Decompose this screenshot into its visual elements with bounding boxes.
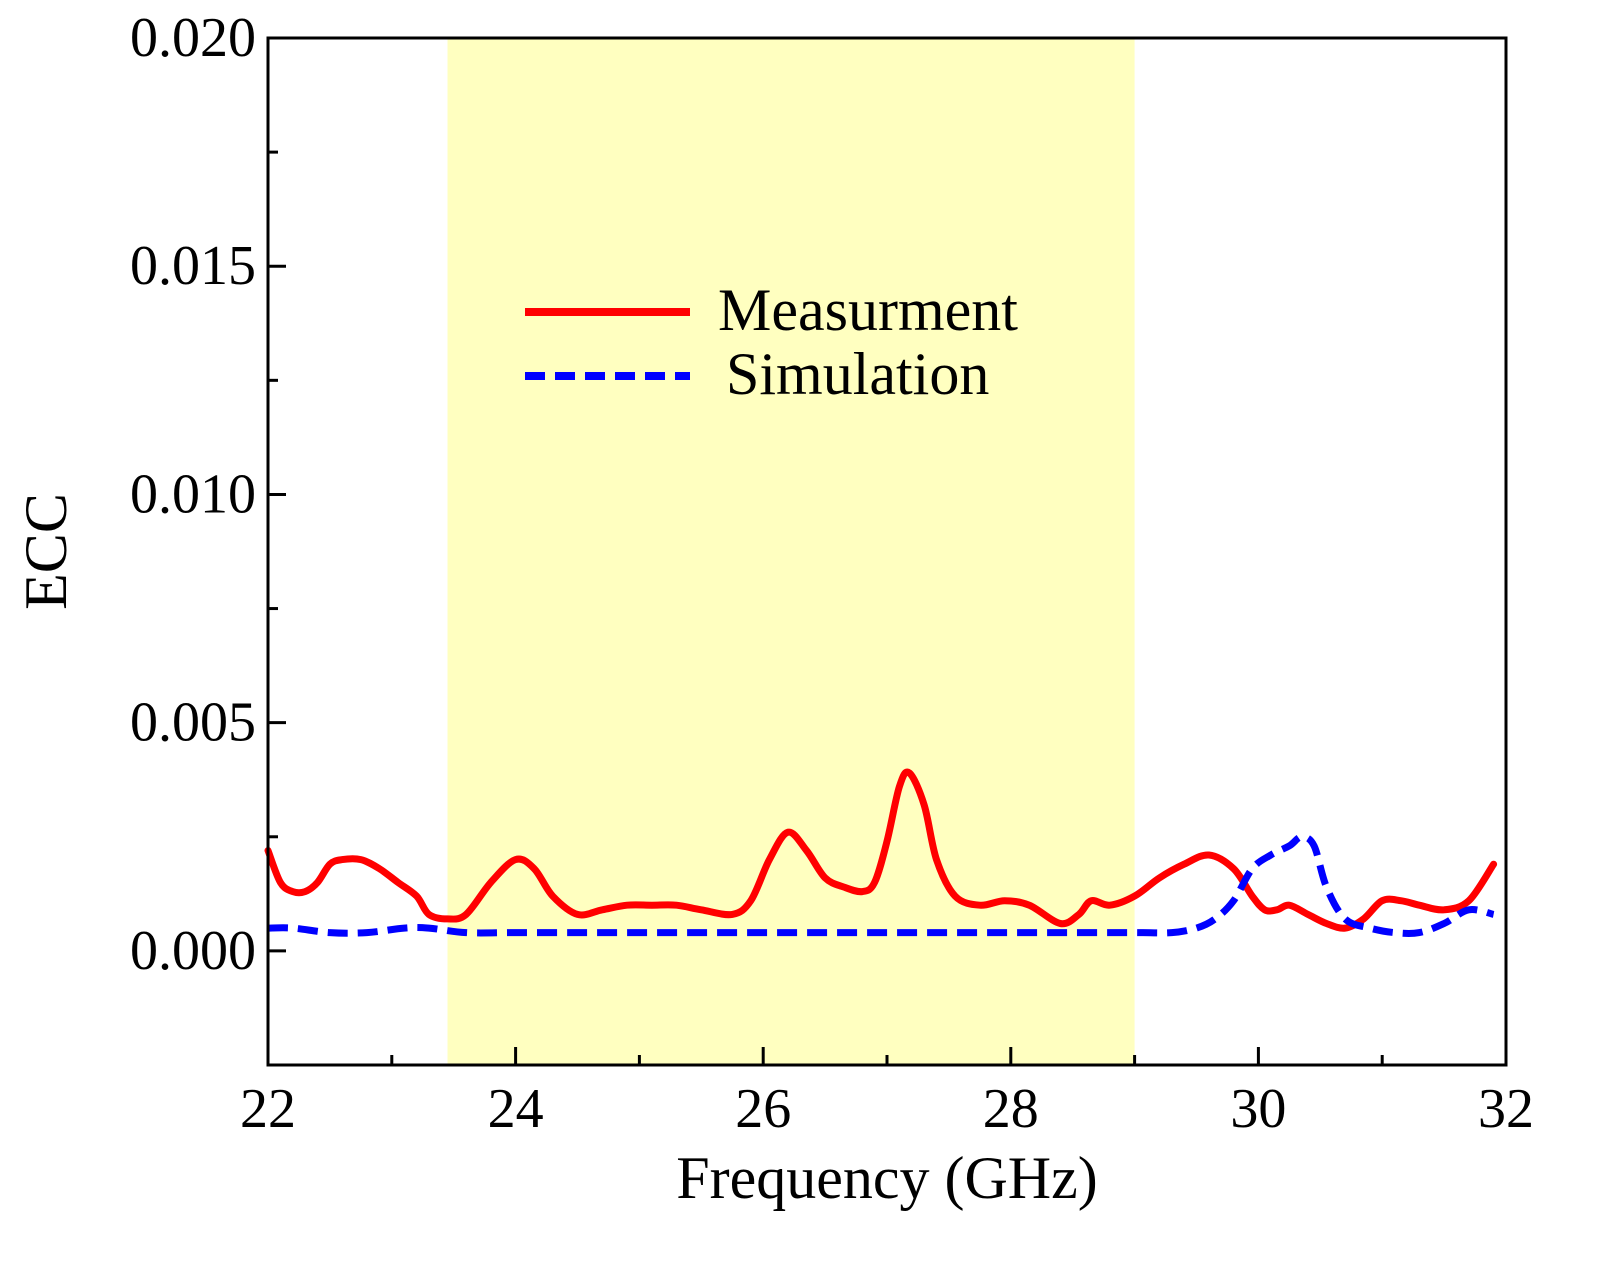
x-tick-label: 30: [1230, 1078, 1286, 1140]
x-tick-label: 32: [1478, 1078, 1534, 1140]
x-tick-labels: 22 24 26 28 30 32: [240, 1078, 1534, 1140]
legend-label-simulation: Simulation: [726, 341, 989, 407]
y-tick-label: 0.015: [130, 235, 256, 297]
highlight-band: [447, 38, 1135, 1065]
y-tick-labels: 0.000 0.005 0.010 0.015 0.020: [130, 7, 256, 982]
x-tick-label: 24: [488, 1078, 544, 1140]
x-axis-title: Frequency (GHz): [676, 1145, 1098, 1211]
series-layer: [264, 768, 1498, 938]
legend: Measurment Simulation: [525, 277, 1018, 407]
x-tick-label: 28: [983, 1078, 1039, 1140]
x-tick-label: 26: [735, 1078, 791, 1140]
y-tick-label: 0.010: [130, 463, 256, 525]
x-tick-label: 22: [240, 1078, 296, 1140]
y-tick-label: 0.020: [130, 7, 256, 69]
y-axis-title: ECC: [13, 493, 79, 610]
plot-frame: [266, 36, 1508, 1067]
y-tick-label: 0.005: [130, 692, 256, 754]
series-line-simulation: [267, 833, 1495, 938]
series-line-measurment: [264, 768, 1498, 932]
legend-label-measurment: Measurment: [718, 277, 1018, 343]
y-tick-label: 0.000: [130, 920, 256, 982]
